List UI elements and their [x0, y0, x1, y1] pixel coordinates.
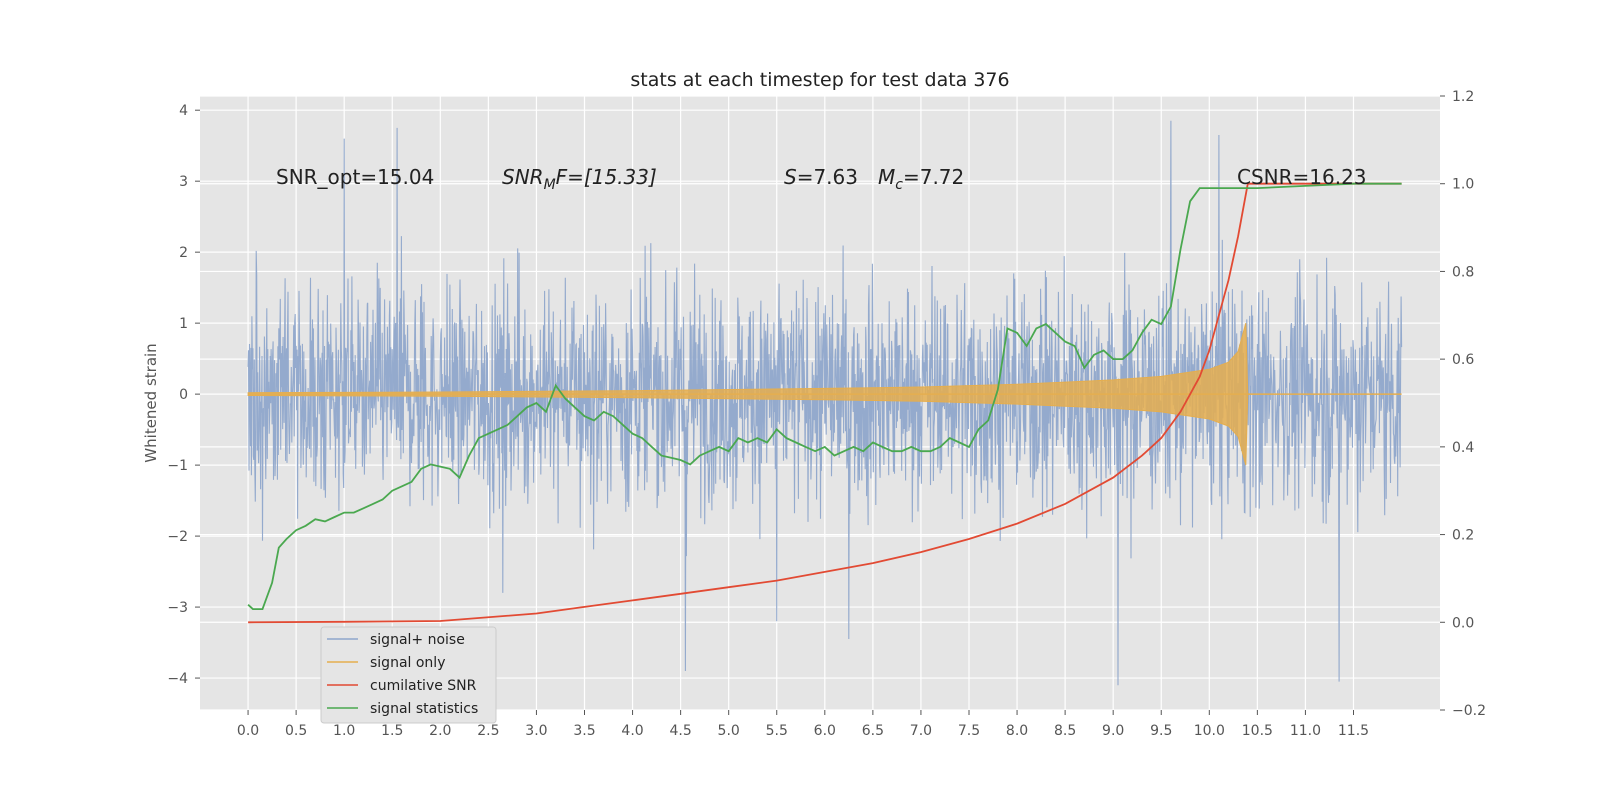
- x-tick-label: 0.0: [237, 723, 259, 739]
- annotation-mc-sub: c: [895, 177, 903, 193]
- series-signal-plus-noise: [247, 120, 1403, 686]
- y2-tick-label: 0.6: [1452, 352, 1474, 368]
- chart-title: stats at each timestep for test data 376: [630, 69, 1009, 91]
- y2-tick-label: 1.0: [1452, 177, 1474, 193]
- series-cumilative-snr: [248, 182, 1402, 624]
- y-tick-label: 1: [179, 316, 188, 332]
- noise-series-layer: [247, 120, 1403, 686]
- annotation-mc: Mc=7.72: [878, 165, 964, 193]
- x-tick-label: 1.5: [381, 723, 403, 739]
- x-tick-label: 4.5: [669, 723, 691, 739]
- y-axis-label: Whitened strain: [142, 343, 160, 462]
- annotation-s-value: =7.63: [797, 165, 858, 189]
- annotation-snr-mf-sub: M: [544, 177, 556, 193]
- legend-box: [320, 626, 497, 724]
- y-tick-label: −3: [167, 600, 188, 616]
- annotation-s: S=7.63: [784, 165, 858, 189]
- signal-series-layer: [247, 322, 1402, 466]
- legend-label-signal: signal only: [370, 655, 445, 671]
- annotation-snr-mf-base: SNR: [502, 165, 544, 189]
- y2-tick-label: 0.4: [1452, 440, 1474, 456]
- x-tick-label: 3.0: [525, 723, 547, 739]
- x-tick-label: 6.5: [862, 723, 884, 739]
- annotation-snr-mf: SNRMF=[15.33]: [502, 165, 657, 193]
- annotation-snr-opt: SNR_opt=15.04: [276, 165, 434, 189]
- x-tick-label: 10.0: [1194, 723, 1225, 739]
- x-tick-label: 2.5: [477, 723, 499, 739]
- x-tick-label: 1.0: [333, 723, 355, 739]
- y-tick-label: 0: [179, 387, 188, 403]
- x-tick-label: 8.0: [1006, 723, 1028, 739]
- y-tick-label: 4: [179, 103, 188, 119]
- y-tick-label: −1: [167, 458, 188, 474]
- legend-label-cum-snr: cumilative SNR: [370, 678, 477, 694]
- series-signal-statistics: [247, 182, 1402, 610]
- legend-label-stats: signal statistics: [370, 701, 478, 717]
- x-tick-label: 2.0: [429, 723, 451, 739]
- y-tick-label: −2: [167, 529, 188, 545]
- x-tick-label: 9.0: [1102, 723, 1124, 739]
- annotation-snr-mf-rest: F=[15.33]: [556, 165, 657, 189]
- line-series-layer: [247, 182, 1402, 624]
- y2-tick-label: 0.0: [1452, 615, 1474, 631]
- legend-label-noise: signal+ noise: [370, 632, 465, 648]
- y-tick-label: 2: [179, 245, 188, 261]
- legend: signal+ noise signal only cumilative SNR…: [320, 626, 497, 724]
- x-tick-label: 11.0: [1290, 723, 1321, 739]
- y2-tick-label: −0.2: [1452, 703, 1486, 719]
- x-tick-label: 9.5: [1150, 723, 1172, 739]
- x-tick-label: 6.0: [814, 723, 836, 739]
- y2-tick-label: 1.2: [1452, 89, 1474, 105]
- y-tick-label: −4: [167, 671, 188, 687]
- y2-tick-label: 0.2: [1452, 528, 1474, 544]
- annotation-mc-base: M: [878, 165, 895, 189]
- x-tick-label: 7.0: [910, 723, 932, 739]
- axis-ticks: 0.0 0.5 1.0 1.5 2.0 2.5 3.0 3.5 4.0 4.5 5.0 5.5 6.0 6…: [167, 89, 1486, 739]
- x-tick-label: 10.5: [1242, 723, 1273, 739]
- y2-tick-label: 0.8: [1452, 264, 1474, 280]
- x-tick-label: 7.5: [958, 723, 980, 739]
- y-tick-label: 3: [179, 174, 188, 190]
- x-tick-label: 11.5: [1338, 723, 1369, 739]
- x-tick-label: 4.0: [621, 723, 643, 739]
- x-tick-label: 0.5: [285, 723, 307, 739]
- x-tick-label: 8.5: [1054, 723, 1076, 739]
- annotation-s-name: S: [784, 165, 797, 189]
- annotation-csnr: CSNR=16.23: [1237, 165, 1367, 189]
- x-tick-label: 5.0: [718, 723, 740, 739]
- x-tick-label: 5.5: [766, 723, 788, 739]
- x-tick-label: 3.5: [573, 723, 595, 739]
- annotation-mc-value: =7.72: [903, 165, 964, 189]
